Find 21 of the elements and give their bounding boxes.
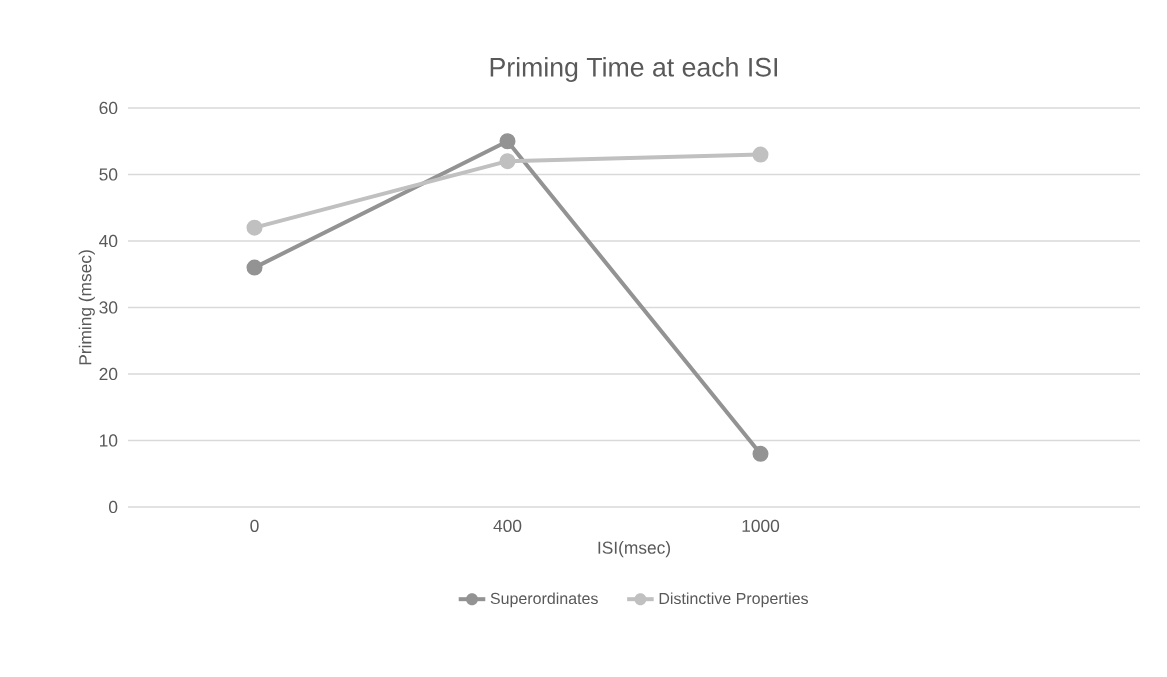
point bbox=[246, 259, 263, 276]
x-tick-label: 0 bbox=[250, 519, 259, 532]
y-axis-title: Priming (msec) bbox=[78, 250, 95, 365]
legend-label: Superordinates bbox=[490, 592, 598, 608]
point bbox=[752, 445, 769, 462]
point bbox=[752, 146, 769, 163]
y-tick-label: 0 bbox=[108, 500, 118, 514]
y-tick-label: 40 bbox=[99, 234, 118, 248]
legend-label: Distinctive Properties bbox=[659, 592, 809, 608]
y-tick-label: 20 bbox=[99, 367, 118, 381]
y-tick-label: 30 bbox=[99, 301, 118, 314]
y-tick-label: 10 bbox=[100, 434, 118, 447]
chart-title: Priming Time at each ISI bbox=[490, 57, 777, 82]
x-axis-title: ISI(msec) bbox=[598, 541, 671, 558]
point bbox=[246, 219, 263, 236]
point bbox=[499, 153, 516, 170]
y-tick-label: 50 bbox=[99, 168, 118, 181]
y-tick-label: 60 bbox=[99, 101, 118, 115]
x-tick-label: 400 bbox=[493, 519, 522, 532]
point bbox=[499, 133, 516, 150]
x-tick-label: 1000 bbox=[742, 519, 780, 532]
